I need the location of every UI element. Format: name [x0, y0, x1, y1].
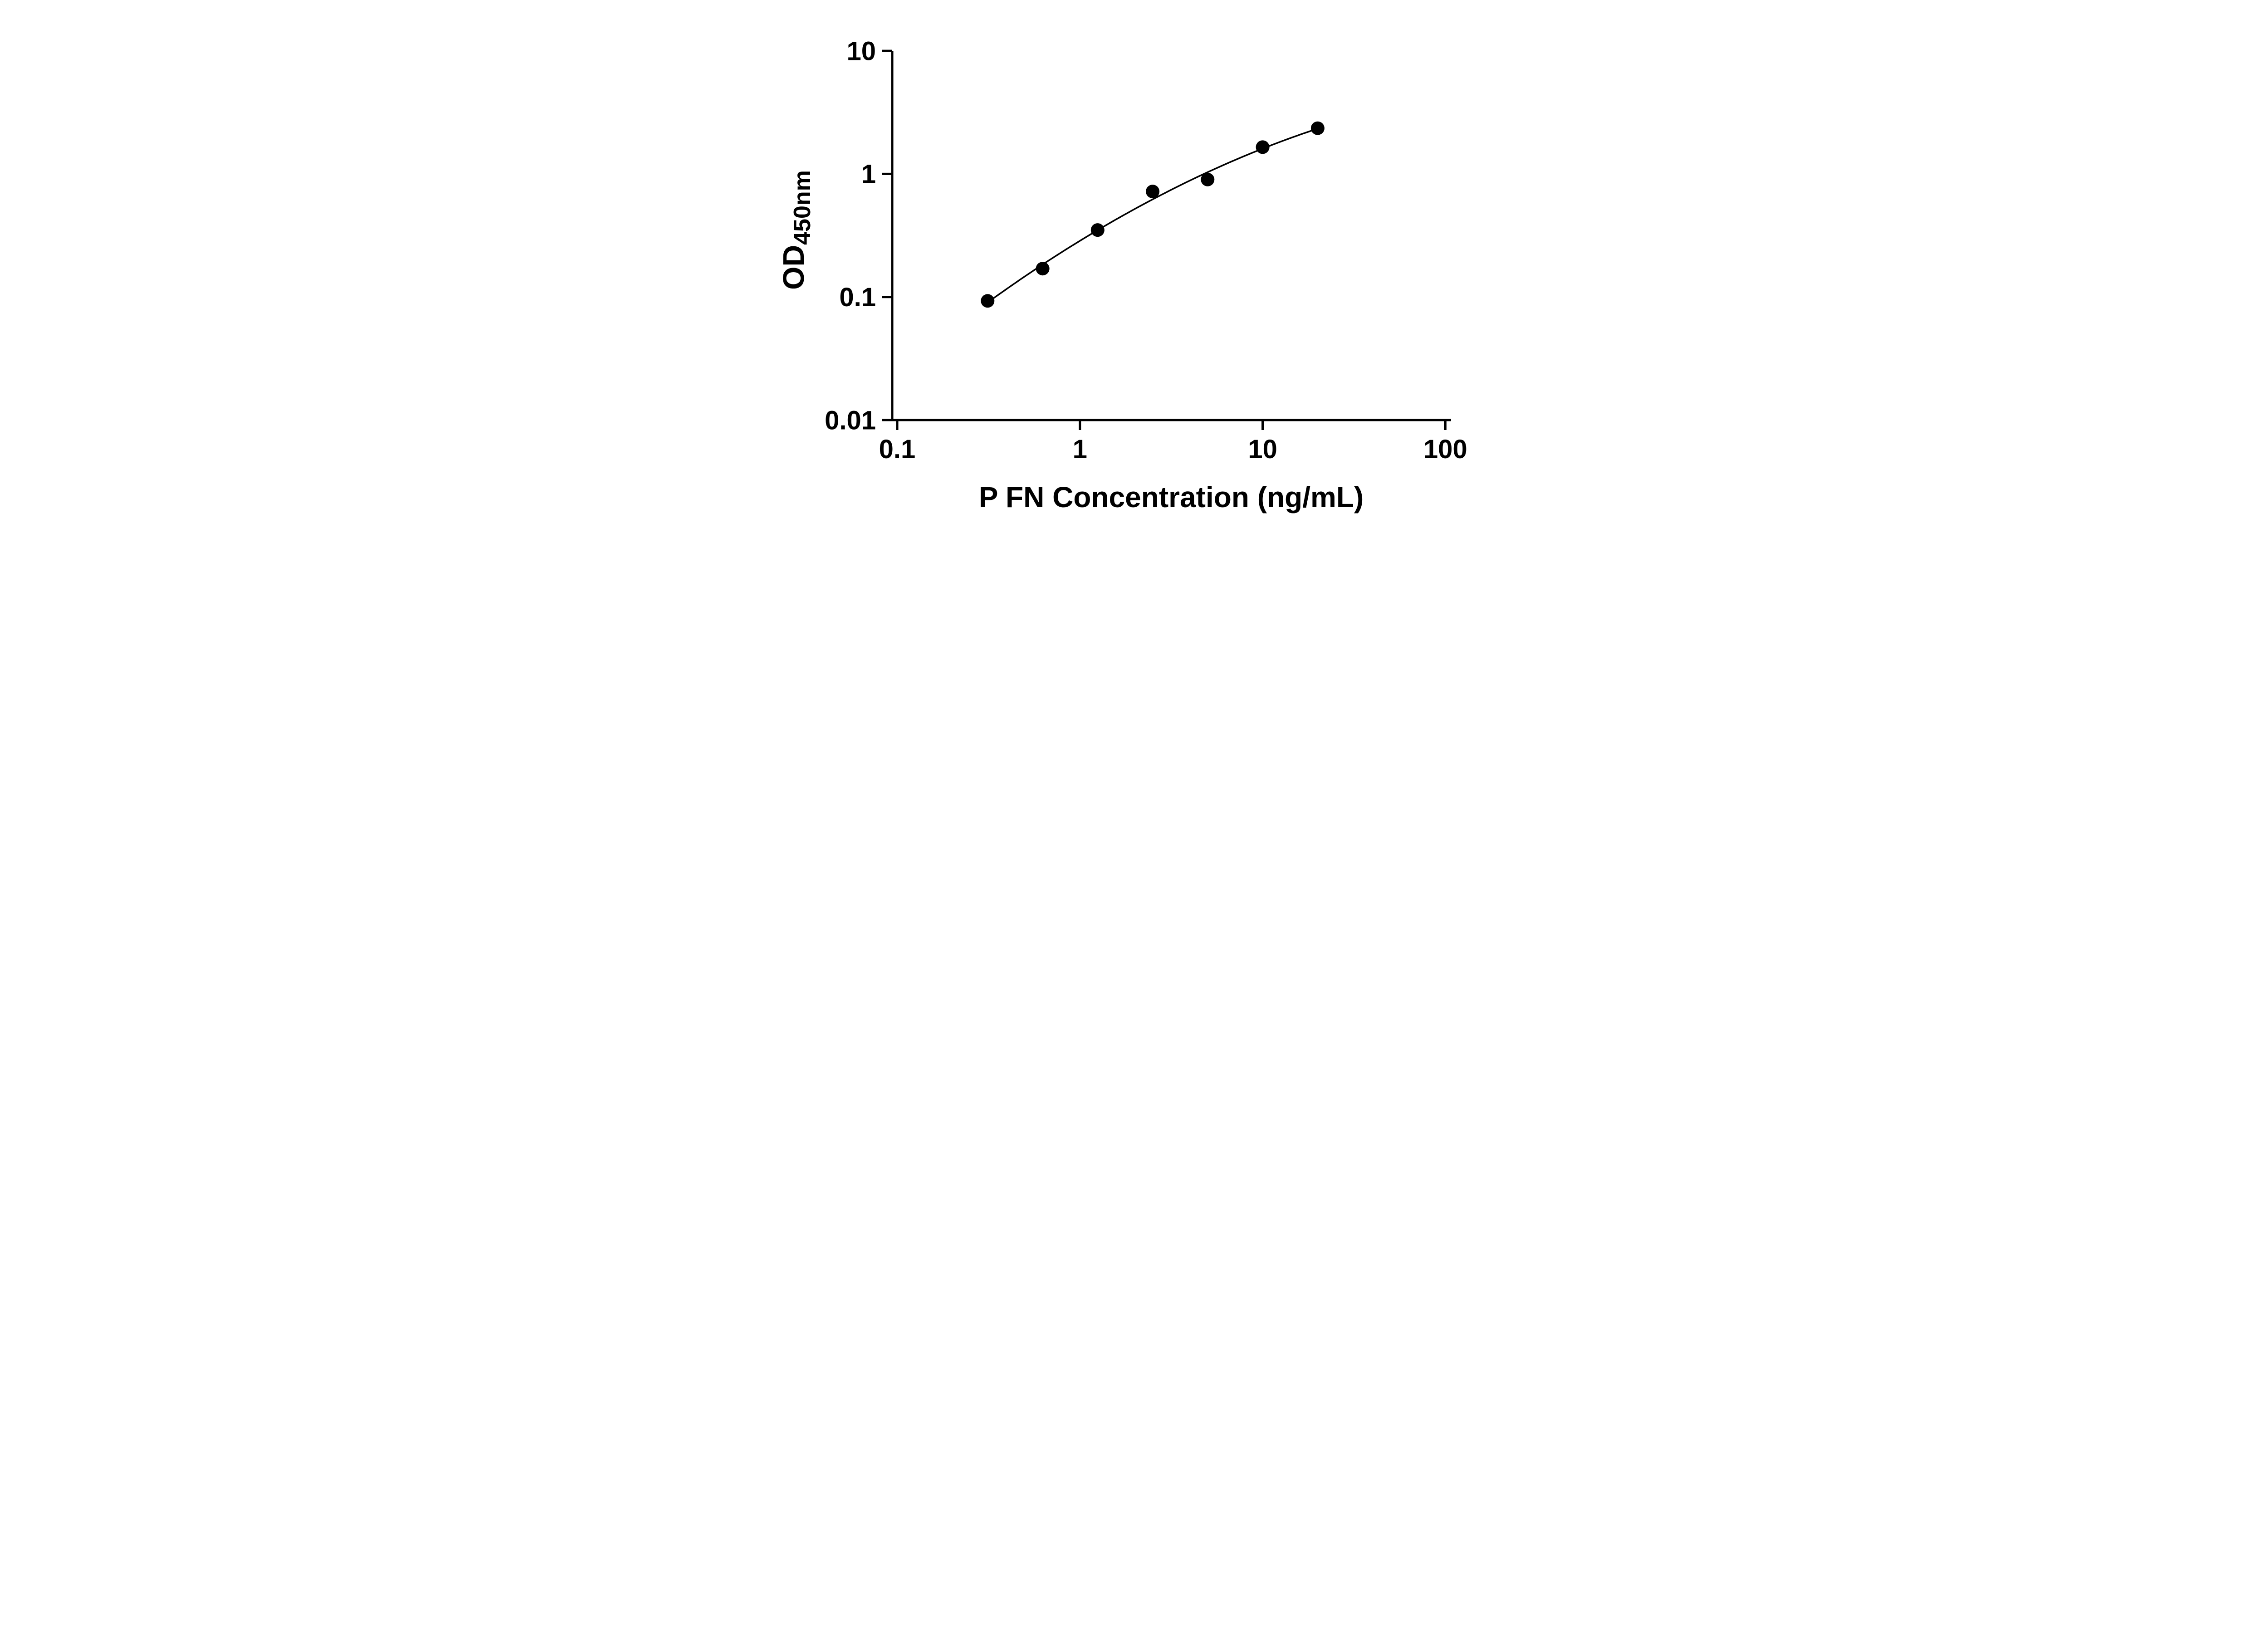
- fit-curve: [987, 127, 1318, 303]
- data-point: [1310, 121, 1325, 135]
- x-tick-label: 100: [1423, 435, 1467, 464]
- y-axis-title-main: OD: [777, 245, 810, 290]
- y-tick-label: 0.01: [825, 406, 876, 435]
- data-point: [1201, 172, 1215, 186]
- y-tick-label: 0.1: [839, 283, 876, 312]
- data-point: [1090, 223, 1105, 237]
- axes: [891, 51, 1451, 421]
- data-point: [981, 294, 995, 308]
- data-point: [1146, 185, 1160, 199]
- x-tick-label: 10: [1248, 435, 1277, 464]
- axis-ticks: [882, 49, 1447, 430]
- y-tick-label: 1: [861, 160, 876, 189]
- elisa-standard-curve-figure: 0.1 1 10 100 0.01 0.1 1 10 P FN Concentration (…: [747, 0, 1521, 544]
- y-tick-label: 10: [846, 36, 876, 66]
- y-axis-title: OD450nm: [777, 170, 816, 290]
- y-axis-title-subscript: 450nm: [789, 170, 816, 245]
- data-point: [1036, 262, 1050, 276]
- x-tick-label: 1: [1073, 435, 1087, 464]
- x-tick-label: 0.1: [879, 435, 916, 464]
- fit-curve-path: [987, 127, 1318, 303]
- data-points: [981, 121, 1325, 308]
- x-axis-title: P FN Concentration (ng/mL): [979, 481, 1364, 513]
- data-point: [1256, 140, 1270, 154]
